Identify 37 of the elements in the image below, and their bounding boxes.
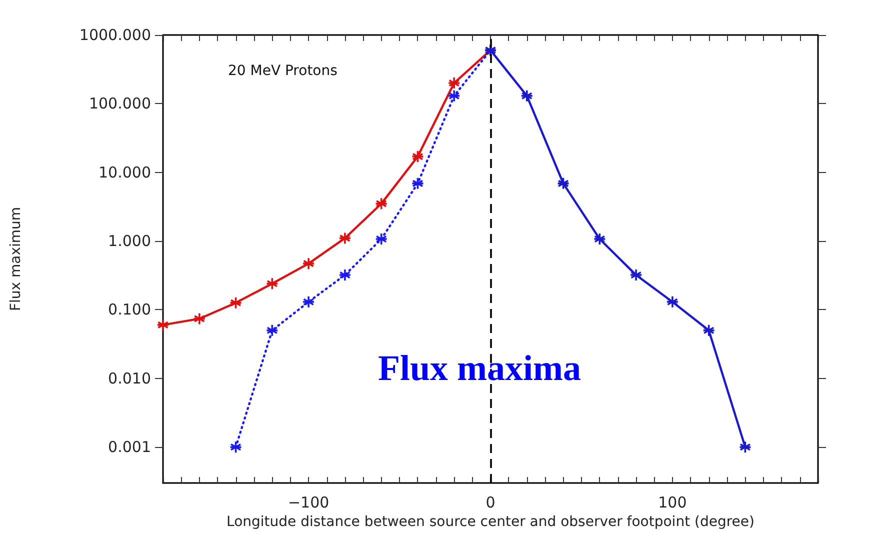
point [229, 296, 242, 310]
point [738, 440, 752, 454]
point [702, 324, 716, 337]
point [448, 76, 461, 90]
x-tick-label: −100 [288, 494, 330, 512]
point [556, 177, 570, 190]
y-tick-label: 0.001 [108, 438, 151, 456]
x-axis-title: Longitude distance between source center and observer footpoint (degree) [226, 514, 754, 530]
x-tick-label: 100 [658, 494, 687, 512]
point [630, 268, 642, 282]
annotation: Flux maxima [378, 348, 581, 388]
annotation: 20 MeV Protons [228, 63, 338, 79]
point [302, 296, 315, 308]
point [266, 277, 279, 290]
point [520, 89, 534, 102]
point [411, 177, 424, 190]
point [302, 257, 315, 270]
y-tick-label: 1.000 [108, 232, 151, 250]
point [374, 232, 388, 246]
y-tick-label: 0.010 [108, 369, 151, 388]
point [411, 150, 424, 163]
y-tick-label: 10.000 [98, 163, 151, 182]
point [374, 197, 388, 210]
point [229, 440, 242, 454]
y-tick-label: 0.100 [108, 300, 151, 319]
y-tick-label: 1000.000 [79, 26, 151, 44]
point [338, 268, 352, 282]
point [338, 232, 352, 245]
point [156, 318, 170, 332]
point [593, 232, 606, 246]
point [666, 296, 679, 308]
point [266, 324, 279, 337]
x-tick-label: 0 [486, 494, 496, 512]
point [448, 89, 461, 102]
y-axis-title: Flux maximum [8, 206, 24, 312]
point [192, 312, 206, 326]
y-tick-label: 100.000 [88, 94, 151, 113]
